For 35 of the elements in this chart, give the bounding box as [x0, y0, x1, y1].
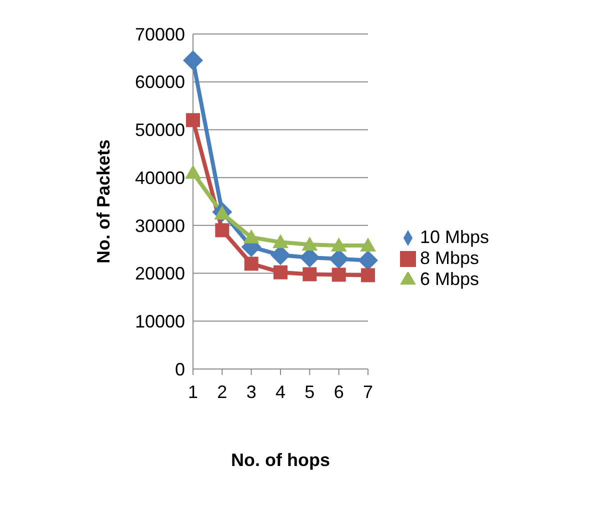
y-tick-label: 20000	[134, 264, 185, 284]
y-tick-label: 60000	[134, 72, 185, 92]
y-tick-label: 10000	[134, 312, 185, 332]
x-tick-label: 5	[304, 382, 315, 402]
y-axis-title: No. of Packets	[93, 139, 114, 264]
point	[360, 238, 376, 252]
x-tick-label: 3	[246, 382, 256, 402]
point	[183, 50, 203, 70]
point	[330, 238, 347, 252]
point	[243, 229, 260, 244]
point	[185, 164, 201, 179]
legend-label: 6 Mbps	[420, 268, 480, 288]
legend-label: 10 Mbps	[420, 226, 490, 246]
y-tick-label: 50000	[134, 120, 185, 140]
point	[274, 265, 288, 280]
point	[302, 267, 317, 282]
x-tick-label: 1	[188, 382, 198, 402]
x-tick-label: 4	[275, 382, 286, 402]
y-tick-label: 0	[174, 359, 185, 380]
point	[358, 250, 378, 270]
x-tick-label: 6	[334, 382, 344, 402]
y-tick-label: 40000	[134, 168, 185, 188]
point	[302, 236, 318, 251]
point	[244, 256, 258, 271]
y-tick-label: 70000	[134, 24, 185, 44]
y-tick-label: 30000	[134, 216, 185, 236]
x-axis-title: No. of hops	[231, 450, 330, 470]
point	[332, 268, 346, 282]
point	[186, 113, 200, 128]
x-tick-label: 2	[217, 382, 228, 402]
point	[361, 268, 375, 282]
point	[215, 223, 230, 238]
legend-label: 8 Mbps	[420, 248, 480, 268]
x-tick-label: 7	[362, 382, 374, 402]
point	[272, 234, 288, 248]
